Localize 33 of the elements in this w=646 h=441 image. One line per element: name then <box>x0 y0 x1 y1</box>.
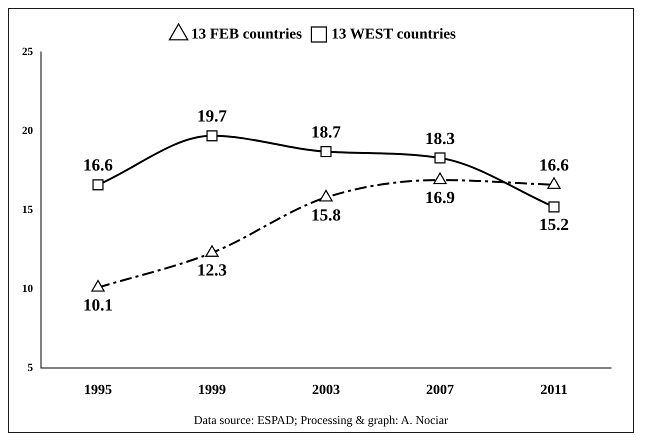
x-tick-label: 2003 <box>312 383 340 398</box>
data-label: 18.7 <box>311 122 342 142</box>
data-label: 19.7 <box>197 106 228 126</box>
data-label: 10.1 <box>83 295 113 314</box>
data-label: 18.3 <box>425 128 455 148</box>
point <box>92 179 104 190</box>
point <box>206 130 218 142</box>
point <box>320 146 332 158</box>
data-label: 15.2 <box>539 214 569 234</box>
point <box>548 201 560 212</box>
point <box>319 190 333 202</box>
x-tick-label: 2011 <box>540 383 568 398</box>
y-tick-label: 5 <box>28 362 34 374</box>
legend-label: 13 WEST countries <box>331 26 456 42</box>
data-label: 16.6 <box>539 156 569 175</box>
y-tick-label: 25 <box>22 46 34 58</box>
point <box>205 245 219 257</box>
x-tick-label: 1995 <box>84 383 112 398</box>
data-label: 15.8 <box>311 205 341 224</box>
y-tick-label: 20 <box>22 124 34 137</box>
data-label: 12.3 <box>197 260 227 280</box>
legend-label: 13 FEB countries <box>191 26 302 42</box>
source-note: Data source: ESPAD; Processing & graph: A. Nociar <box>192 413 450 428</box>
x-tick-label: 2007 <box>426 383 454 398</box>
point <box>434 152 446 164</box>
data-label: 16.9 <box>425 188 455 207</box>
point <box>547 177 561 189</box>
y-tick-label: 15 <box>22 204 34 216</box>
x-tick-label: 1999 <box>198 383 226 398</box>
point <box>91 280 105 292</box>
data-label: 16.6 <box>83 156 113 175</box>
point <box>433 172 447 184</box>
y-tick-label: 10 <box>22 282 34 295</box>
